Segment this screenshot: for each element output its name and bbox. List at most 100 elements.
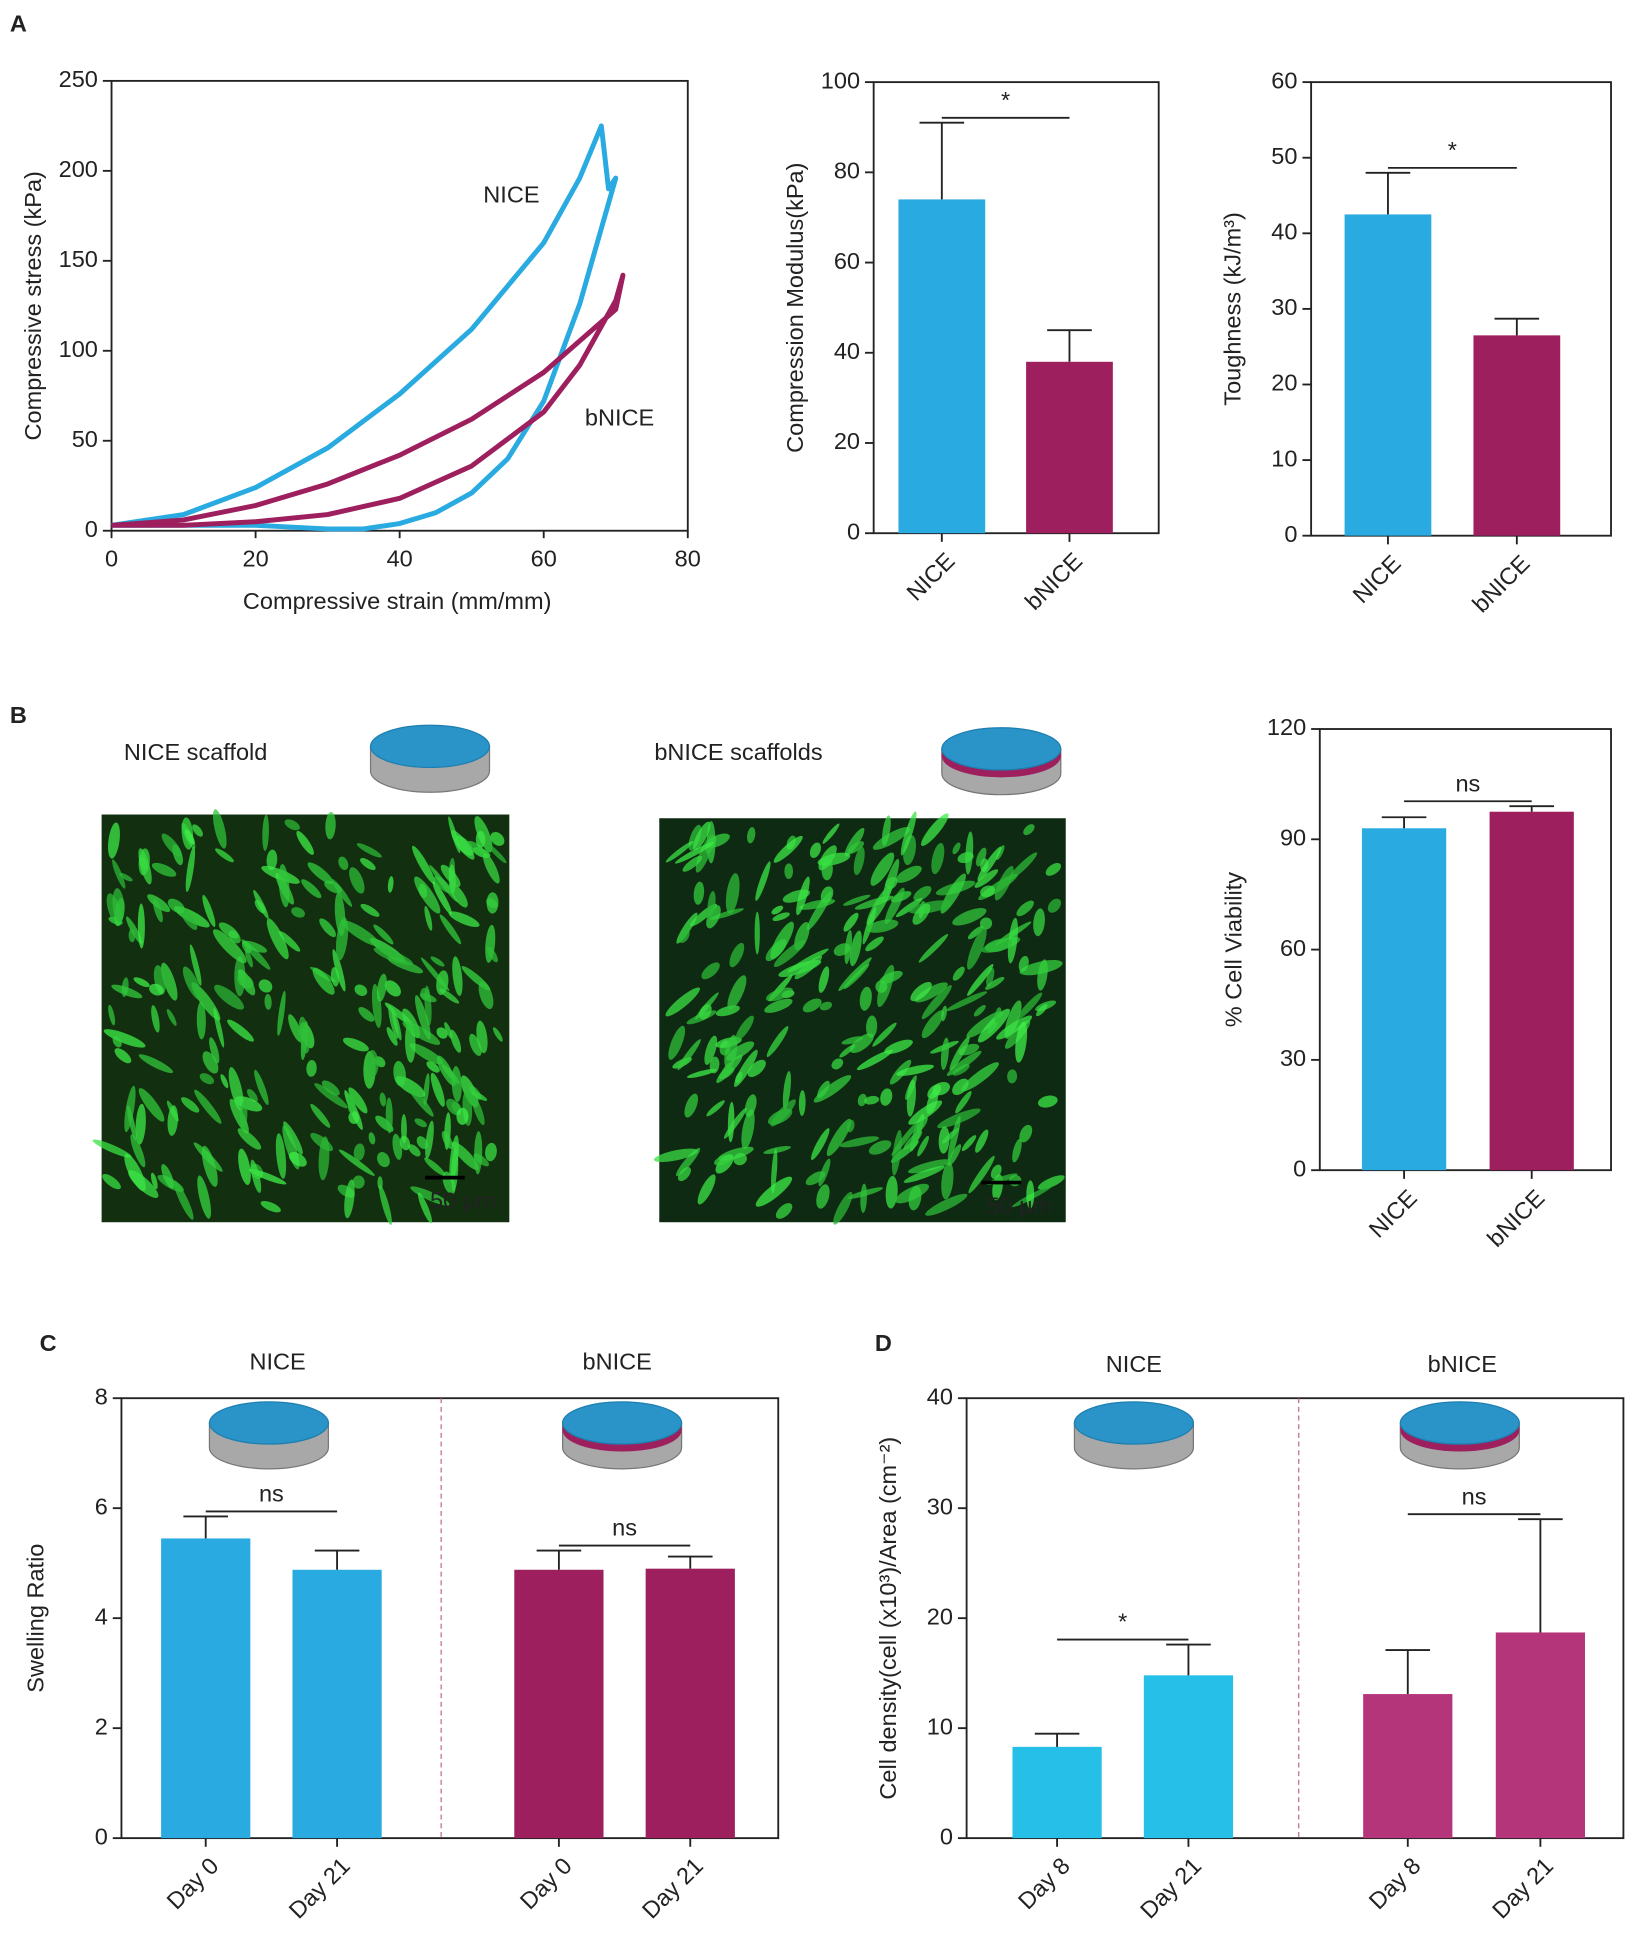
cell: [441, 1130, 453, 1149]
y-tick-label: 60: [1280, 935, 1306, 961]
cell: [474, 1131, 483, 1175]
cell: [931, 842, 945, 875]
cell: [819, 1001, 833, 1011]
cell: [112, 888, 125, 923]
cell: [425, 1120, 434, 1160]
cell: [782, 1070, 791, 1110]
cell: [859, 986, 872, 1011]
cell: [811, 1128, 830, 1160]
cell: [693, 881, 705, 905]
cell: [167, 1105, 179, 1136]
x-tick-label: bNICE: [1467, 550, 1534, 617]
cell: [813, 1075, 852, 1103]
cell: [850, 1033, 874, 1054]
cell: [720, 1062, 731, 1079]
cell: [182, 966, 202, 1000]
scaffold-icon: [941, 727, 1062, 796]
cell: [1019, 1124, 1033, 1143]
x-tick-label: 0: [105, 546, 118, 572]
cell: [352, 1175, 365, 1189]
cell: [433, 876, 452, 893]
cell: [114, 1048, 132, 1064]
cell: [348, 1111, 360, 1124]
cell: [794, 955, 823, 980]
cell: [844, 930, 853, 965]
cell: [907, 1159, 951, 1174]
cell: [307, 862, 334, 885]
cell: [1026, 1180, 1035, 1209]
cell: [356, 843, 382, 858]
cell: [237, 974, 254, 989]
cell: [841, 1036, 864, 1045]
cell: [882, 815, 891, 847]
y-tick-label: 2: [95, 1713, 108, 1739]
cell: [843, 963, 870, 990]
panel-label: D: [875, 1330, 892, 1356]
error-bar: [1166, 1643, 1211, 1676]
cell: [379, 1184, 392, 1226]
cell: [218, 922, 239, 939]
y-tick-label: 0: [1284, 521, 1297, 547]
cell: [278, 931, 301, 952]
scaffold-icon: [1073, 1401, 1195, 1470]
cell: [885, 1175, 898, 1209]
cell: [699, 1004, 712, 1020]
cell: [342, 1037, 369, 1052]
cell: [430, 956, 445, 967]
error-bar: [919, 121, 965, 200]
cell: [486, 892, 499, 914]
y-tick-label: 0: [85, 516, 98, 542]
panel-label: C: [40, 1330, 57, 1356]
cell: [439, 914, 462, 945]
cell: [214, 984, 245, 1010]
y-axis-label: % Cell Viability: [1221, 872, 1247, 1027]
cell: [149, 983, 164, 996]
cell: [843, 912, 859, 932]
cell: [772, 912, 790, 922]
cell: [996, 1015, 1033, 1040]
cell: [912, 903, 931, 925]
plot-frame: [872, 81, 1160, 535]
cell: [787, 948, 829, 973]
cell: [386, 1027, 398, 1046]
cell: [1018, 955, 1029, 972]
group-title: bNICE: [582, 1349, 651, 1375]
cell: [692, 821, 711, 851]
cell: [677, 1039, 701, 1071]
x-tick-label: Day 21: [284, 1852, 355, 1923]
cell: [976, 847, 987, 867]
cell: [965, 831, 974, 875]
cell: [946, 1050, 982, 1076]
cell: [910, 982, 932, 1002]
cell: [1023, 824, 1035, 836]
x-tick-label: 40: [387, 546, 413, 572]
bar: [645, 1568, 735, 1839]
cell: [128, 928, 136, 943]
significance-label: *: [1001, 87, 1010, 113]
cell: [826, 1118, 852, 1157]
cell: [941, 1005, 947, 1022]
cell: [306, 1060, 317, 1077]
y-tick-label: 0: [940, 1823, 953, 1849]
error-bar: [1034, 1732, 1080, 1747]
cell: [112, 1035, 122, 1048]
cell: [709, 1056, 720, 1074]
cell: [763, 1145, 791, 1155]
cell: [903, 1165, 945, 1183]
cell: [284, 819, 300, 831]
cell: [301, 879, 322, 899]
cell: [896, 1064, 934, 1076]
cell: [741, 1109, 755, 1150]
error-bar: [1518, 1518, 1563, 1633]
cell: [831, 1058, 844, 1070]
cell: [393, 1060, 406, 1087]
y-axis-label: Toughness (kJ/m³): [1220, 212, 1246, 406]
significance-label: ns: [1462, 1483, 1487, 1509]
cell: [202, 894, 216, 927]
bar: [1012, 1746, 1102, 1839]
bar: [1026, 361, 1113, 534]
cell: [856, 1049, 893, 1071]
cell: [891, 1130, 902, 1176]
cell: [379, 1092, 387, 1107]
cell: [839, 1136, 879, 1148]
